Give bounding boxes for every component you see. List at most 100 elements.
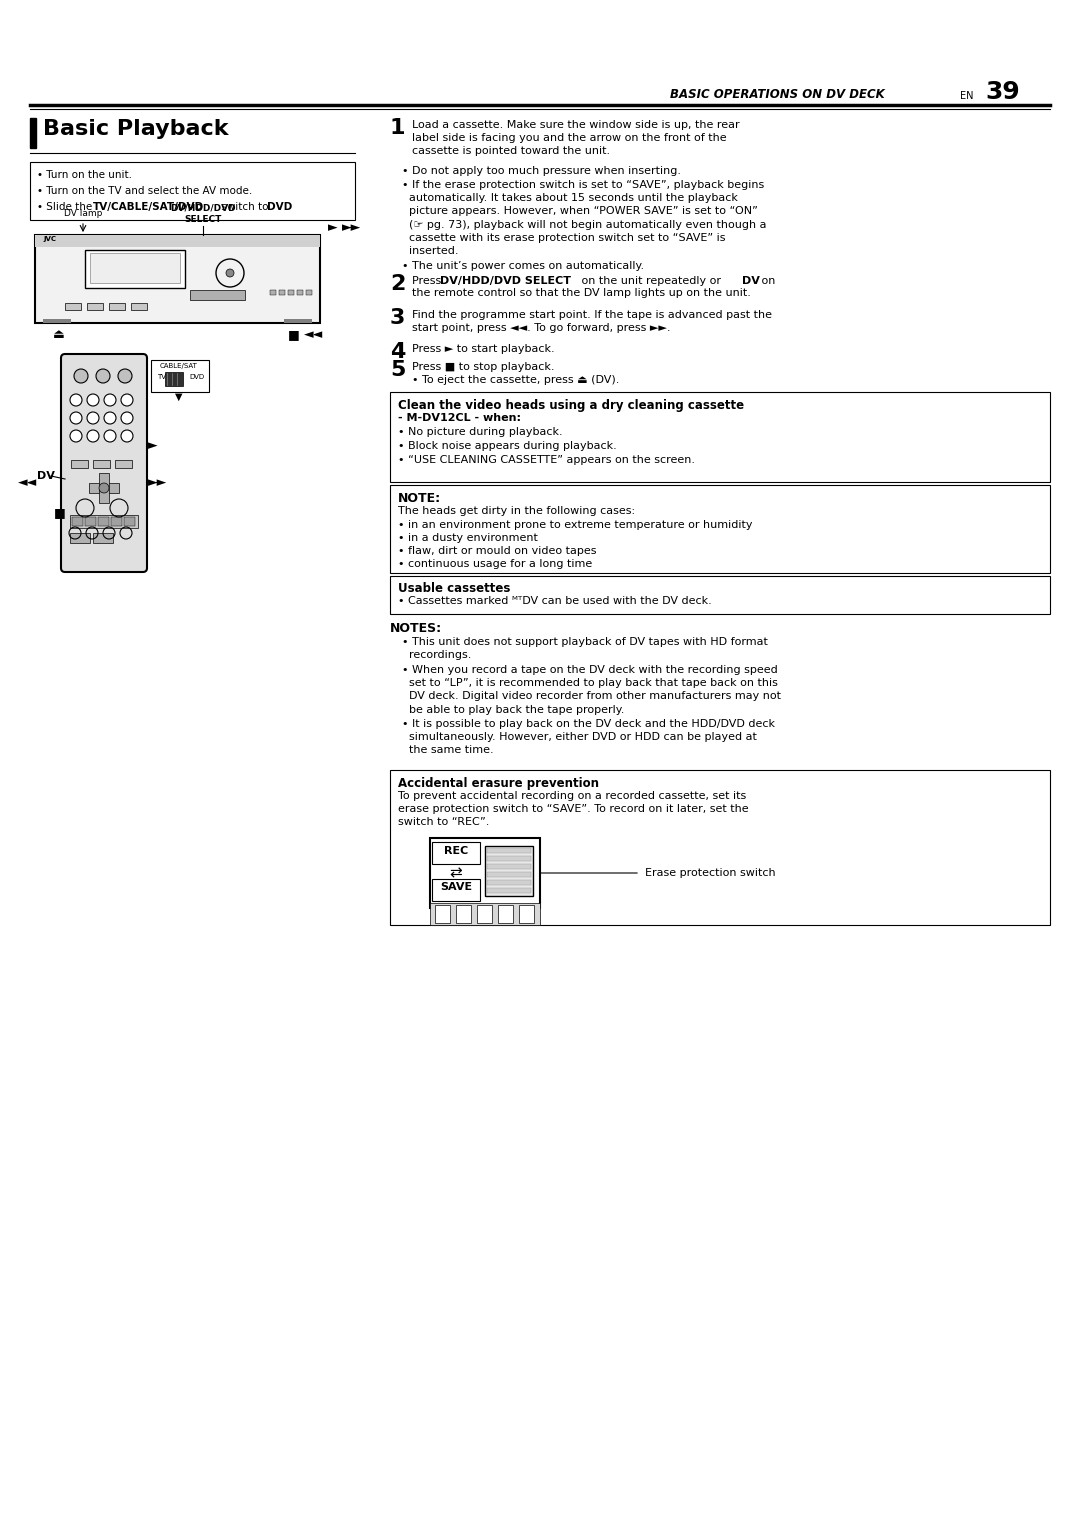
Text: ⏏: ⏏ xyxy=(53,329,65,341)
Bar xyxy=(487,863,531,869)
Bar xyxy=(284,319,312,322)
Bar xyxy=(93,533,113,542)
Text: DV: DV xyxy=(742,277,760,286)
Circle shape xyxy=(104,394,116,406)
Bar xyxy=(65,303,81,310)
Text: The heads get dirty in the following cases:: The heads get dirty in the following cas… xyxy=(399,506,635,516)
Text: Clean the video heads using a dry cleaning cassette: Clean the video heads using a dry cleani… xyxy=(399,399,744,413)
Bar xyxy=(435,905,450,923)
Bar xyxy=(87,303,103,310)
Bar xyxy=(165,371,183,387)
Text: • Cassettes marked ᴹᵀDV can be used with the DV deck.: • Cassettes marked ᴹᵀDV can be used with… xyxy=(399,596,712,607)
Text: • flaw, dirt or mould on video tapes: • flaw, dirt or mould on video tapes xyxy=(399,545,596,556)
Text: • in a dusty environment: • in a dusty environment xyxy=(399,533,538,542)
Bar xyxy=(71,460,87,468)
Text: • If the erase protection switch is set to “SAVE”, playback begins
  automatical: • If the erase protection switch is set … xyxy=(402,180,767,257)
Bar xyxy=(98,516,109,526)
Text: ◄◄: ◄◄ xyxy=(17,477,37,489)
Bar xyxy=(487,872,531,877)
Text: CABLE/SAT: CABLE/SAT xyxy=(160,364,198,368)
Text: .: . xyxy=(286,202,289,212)
Bar xyxy=(99,474,109,503)
Text: To prevent accidental recording on a recorded cassette, set its
erase protection: To prevent accidental recording on a rec… xyxy=(399,792,748,827)
Circle shape xyxy=(87,413,99,423)
Bar xyxy=(89,483,119,494)
Text: • Turn on the unit.: • Turn on the unit. xyxy=(37,170,132,180)
Text: Load a cassette. Make sure the window side is up, the rear
label side is facing : Load a cassette. Make sure the window si… xyxy=(411,121,740,156)
Circle shape xyxy=(96,368,110,384)
Text: • The unit’s power comes on automatically.: • The unit’s power comes on automaticall… xyxy=(402,261,644,270)
Text: on the unit repeatedly or: on the unit repeatedly or xyxy=(578,277,725,286)
Bar xyxy=(487,888,531,892)
Text: 39: 39 xyxy=(985,79,1020,104)
Bar xyxy=(432,842,480,863)
Bar xyxy=(35,235,320,322)
Text: Press: Press xyxy=(411,277,445,286)
Circle shape xyxy=(121,429,133,442)
Circle shape xyxy=(121,413,133,423)
Bar xyxy=(456,905,471,923)
Bar xyxy=(487,848,531,853)
Circle shape xyxy=(118,368,132,384)
Bar xyxy=(430,837,540,908)
Circle shape xyxy=(70,394,82,406)
Bar xyxy=(85,251,185,287)
Text: ►►: ►► xyxy=(342,222,361,234)
Text: the remote control so that the DV lamp lights up on the unit.: the remote control so that the DV lamp l… xyxy=(411,287,751,298)
Bar xyxy=(131,303,147,310)
Text: Basic Playback: Basic Playback xyxy=(43,119,229,139)
Circle shape xyxy=(226,269,234,277)
Text: TV/CABLE/SAT/DVD: TV/CABLE/SAT/DVD xyxy=(93,202,204,212)
FancyBboxPatch shape xyxy=(60,354,147,571)
Text: on: on xyxy=(758,277,775,286)
Text: 4: 4 xyxy=(390,342,405,362)
Text: • “USE CLEANING CASSETTE” appears on the screen.: • “USE CLEANING CASSETTE” appears on the… xyxy=(399,455,696,465)
Text: DV lamp: DV lamp xyxy=(64,209,103,219)
Bar xyxy=(498,905,513,923)
Bar xyxy=(390,770,1050,924)
Text: switch to: switch to xyxy=(218,202,272,212)
Bar xyxy=(30,162,355,220)
Text: • continuous usage for a long time: • continuous usage for a long time xyxy=(399,559,592,568)
Text: ▼: ▼ xyxy=(175,393,183,402)
Text: • Turn on the TV and select the AV mode.: • Turn on the TV and select the AV mode. xyxy=(37,186,253,196)
Text: Erase protection switch: Erase protection switch xyxy=(645,868,775,879)
Bar xyxy=(90,254,180,283)
Text: DVD: DVD xyxy=(189,374,204,380)
Text: BASIC OPERATIONS ON DV DECK: BASIC OPERATIONS ON DV DECK xyxy=(670,89,885,101)
Bar xyxy=(151,361,210,393)
Bar xyxy=(390,576,1050,614)
Text: TV: TV xyxy=(157,374,166,380)
Text: NOTE:: NOTE: xyxy=(399,492,441,504)
Text: ►►: ►► xyxy=(148,477,167,489)
Bar xyxy=(519,905,534,923)
Bar xyxy=(124,516,135,526)
Bar xyxy=(43,319,71,322)
Circle shape xyxy=(104,429,116,442)
Text: DVD: DVD xyxy=(267,202,293,212)
Text: Usable cassettes: Usable cassettes xyxy=(399,582,511,594)
Bar xyxy=(390,484,1050,573)
Text: • Block noise appears during playback.: • Block noise appears during playback. xyxy=(399,442,617,451)
Circle shape xyxy=(87,394,99,406)
Text: ◄◄: ◄◄ xyxy=(303,329,323,341)
Text: ►: ► xyxy=(328,222,338,234)
Text: ■: ■ xyxy=(54,506,66,520)
Circle shape xyxy=(70,429,82,442)
Text: - M-DV12CL - when:: - M-DV12CL - when: xyxy=(399,413,521,423)
Bar xyxy=(430,903,540,924)
Circle shape xyxy=(121,394,133,406)
Bar xyxy=(477,905,492,923)
Circle shape xyxy=(75,368,87,384)
Text: • Slide the: • Slide the xyxy=(37,202,95,212)
Bar xyxy=(72,516,83,526)
Bar xyxy=(109,303,125,310)
Bar xyxy=(85,516,96,526)
Text: NOTES:: NOTES: xyxy=(390,622,442,636)
Text: • When you record a tape on the DV deck with the recording speed
  set to “LP”, : • When you record a tape on the DV deck … xyxy=(402,665,781,715)
Bar xyxy=(70,515,138,529)
Text: DV/HDD/DVD SELECT: DV/HDD/DVD SELECT xyxy=(440,277,571,286)
Text: • Do not apply too much pressure when inserting.: • Do not apply too much pressure when in… xyxy=(402,167,681,176)
Bar xyxy=(487,856,531,860)
Text: SELECT: SELECT xyxy=(185,215,221,225)
